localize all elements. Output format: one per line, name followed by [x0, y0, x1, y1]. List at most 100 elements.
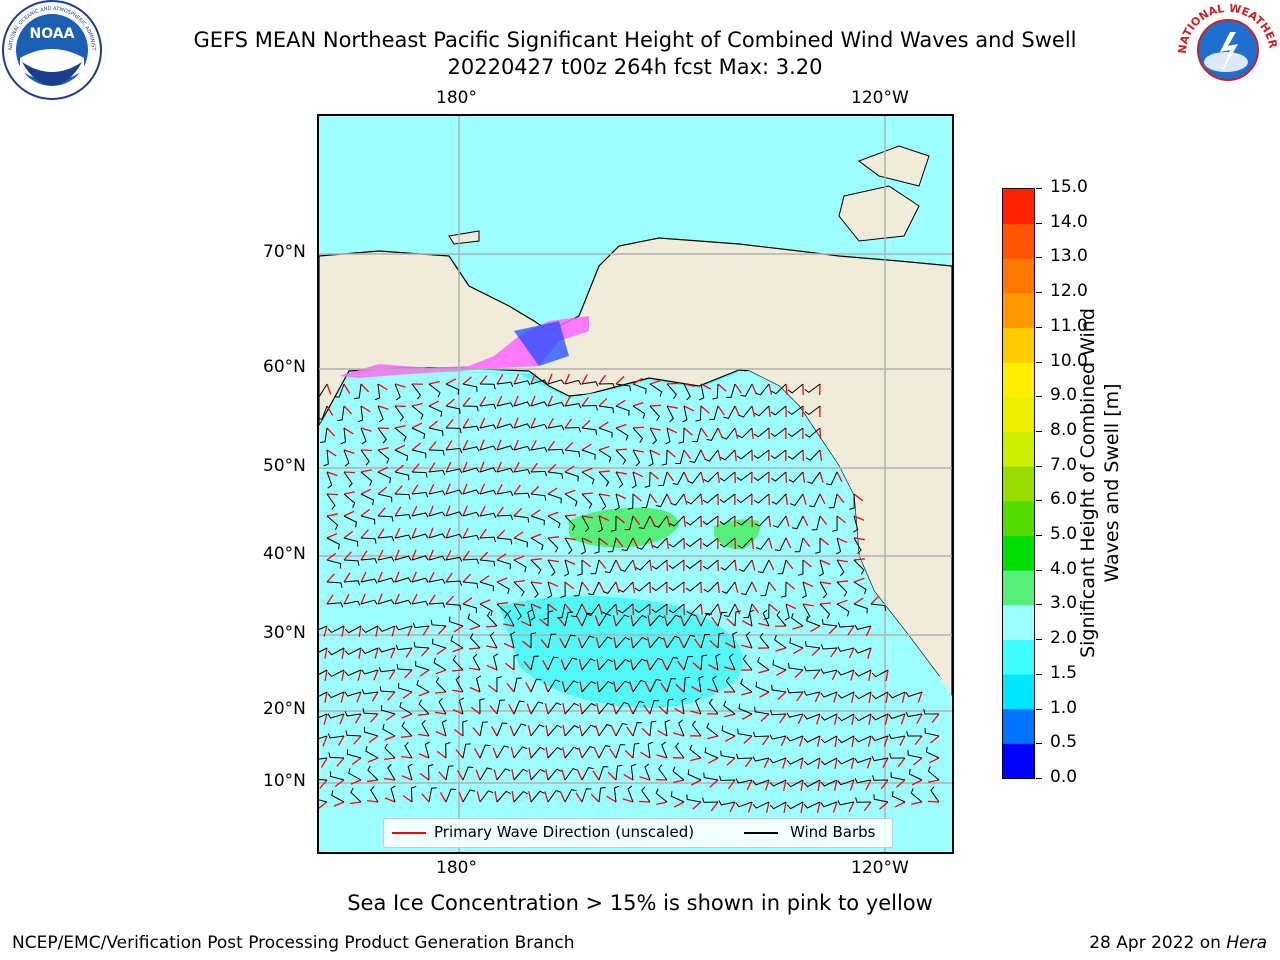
wind-barb	[719, 537, 736, 548]
wind-barb	[411, 383, 422, 400]
wave-arrow	[768, 559, 775, 571]
wave-arrow	[606, 795, 617, 803]
wave-arrow	[368, 735, 379, 743]
wave-arrow	[323, 713, 328, 725]
wave-arrow	[734, 405, 740, 417]
wind-barb	[430, 619, 447, 627]
wave-arrow	[367, 757, 379, 763]
wind-barb	[720, 750, 736, 759]
wind-barb	[418, 699, 430, 715]
colorbar-tick-mark	[1036, 535, 1042, 537]
wind-barb	[581, 680, 596, 693]
wave-arrow	[797, 713, 804, 725]
wave-arrow	[326, 493, 339, 496]
wind-barb	[343, 537, 359, 547]
wave-arrow	[360, 405, 371, 413]
wind-barb	[624, 515, 634, 531]
wind-barb	[479, 790, 494, 803]
wave-arrow	[867, 647, 872, 659]
wind-barb	[769, 779, 787, 787]
wind-barb	[513, 581, 525, 597]
wind-barb	[489, 631, 498, 649]
wind-barb	[360, 427, 367, 445]
wave-arrow	[543, 681, 549, 693]
wave-arrow	[513, 395, 519, 407]
wind-barb	[378, 625, 396, 633]
wave-arrow	[649, 493, 658, 504]
wind-barb	[854, 624, 872, 630]
wave-arrow	[547, 536, 560, 539]
colorbar-ticks: 0.0 0.5 1.0 1.5 2.0 3.0 4.0 5.0 6.0 7.0 8.0 9.0 10.0…	[1036, 177, 1096, 787]
wind-barb	[435, 677, 447, 693]
wave-arrow	[741, 644, 753, 649]
wind-barb	[581, 767, 594, 781]
wave-arrow	[564, 465, 575, 473]
wind-barb	[513, 380, 531, 386]
wave-arrow	[428, 380, 440, 385]
wind-barb	[445, 556, 463, 563]
colorbar-tick-label: 14.0	[1050, 211, 1088, 232]
lat-label-30n: 30°N	[263, 623, 306, 643]
wave-arrow	[695, 615, 702, 627]
wind-barb	[445, 447, 463, 454]
wave-arrow	[496, 439, 502, 451]
wind-barb	[394, 449, 409, 462]
wind-barb	[496, 699, 505, 715]
wind-barb	[428, 578, 446, 585]
wave-arrow	[796, 691, 804, 702]
wave-arrow	[547, 487, 558, 495]
wrangel-island	[448, 230, 480, 245]
wave-arrow	[371, 691, 379, 702]
wave-arrow	[453, 625, 464, 633]
wave-arrow	[520, 620, 532, 627]
wave-arrow	[530, 485, 540, 495]
wind-barb	[513, 515, 530, 523]
wave-arrow	[343, 491, 355, 495]
wave-arrow	[768, 581, 777, 592]
wind-barb	[360, 449, 370, 466]
wave-arrow	[632, 401, 644, 407]
wind-barb	[686, 794, 702, 803]
wind-barb	[530, 559, 542, 575]
wind-barb	[319, 799, 328, 803]
wind-barb	[871, 735, 889, 742]
wave-arrow	[377, 528, 385, 539]
wind-barb	[445, 580, 463, 586]
wind-barb	[598, 723, 612, 737]
wave-arrow	[816, 735, 821, 747]
wind-barb	[581, 612, 593, 627]
wave-arrow	[690, 779, 702, 786]
wind-barb	[598, 613, 612, 627]
wind-barb	[648, 449, 654, 467]
wind-barb	[411, 471, 428, 478]
wave-arrow	[493, 769, 498, 781]
wind-barb	[634, 581, 651, 592]
wave-arrow	[560, 659, 566, 671]
wind-barb	[774, 537, 787, 552]
wind-barb	[691, 720, 702, 737]
colorbar-tick-mark	[1036, 708, 1042, 710]
wind-barb	[666, 405, 674, 423]
wave-arrow	[544, 791, 549, 803]
wind-barb	[399, 701, 413, 715]
wave-arrow	[530, 581, 542, 585]
wind-barb	[327, 713, 345, 719]
wind-barb	[719, 471, 736, 482]
wave-arrow	[530, 603, 542, 609]
wind-barb	[411, 449, 427, 459]
wind-barb	[908, 768, 923, 781]
wave-arrow	[492, 747, 498, 759]
wind-barb	[547, 679, 561, 693]
wave-arrow	[632, 493, 642, 502]
wave-arrow	[768, 537, 773, 549]
wave-arrow	[663, 637, 668, 649]
wave-arrow	[632, 559, 637, 571]
wind-barb	[689, 744, 702, 759]
wind-barb	[649, 427, 658, 445]
wave-arrow	[411, 463, 420, 473]
wave-arrow	[700, 383, 712, 390]
wind-barb	[738, 703, 753, 715]
wind-barb	[757, 656, 770, 671]
wind-barb	[803, 757, 821, 766]
wind-barb	[462, 603, 477, 614]
